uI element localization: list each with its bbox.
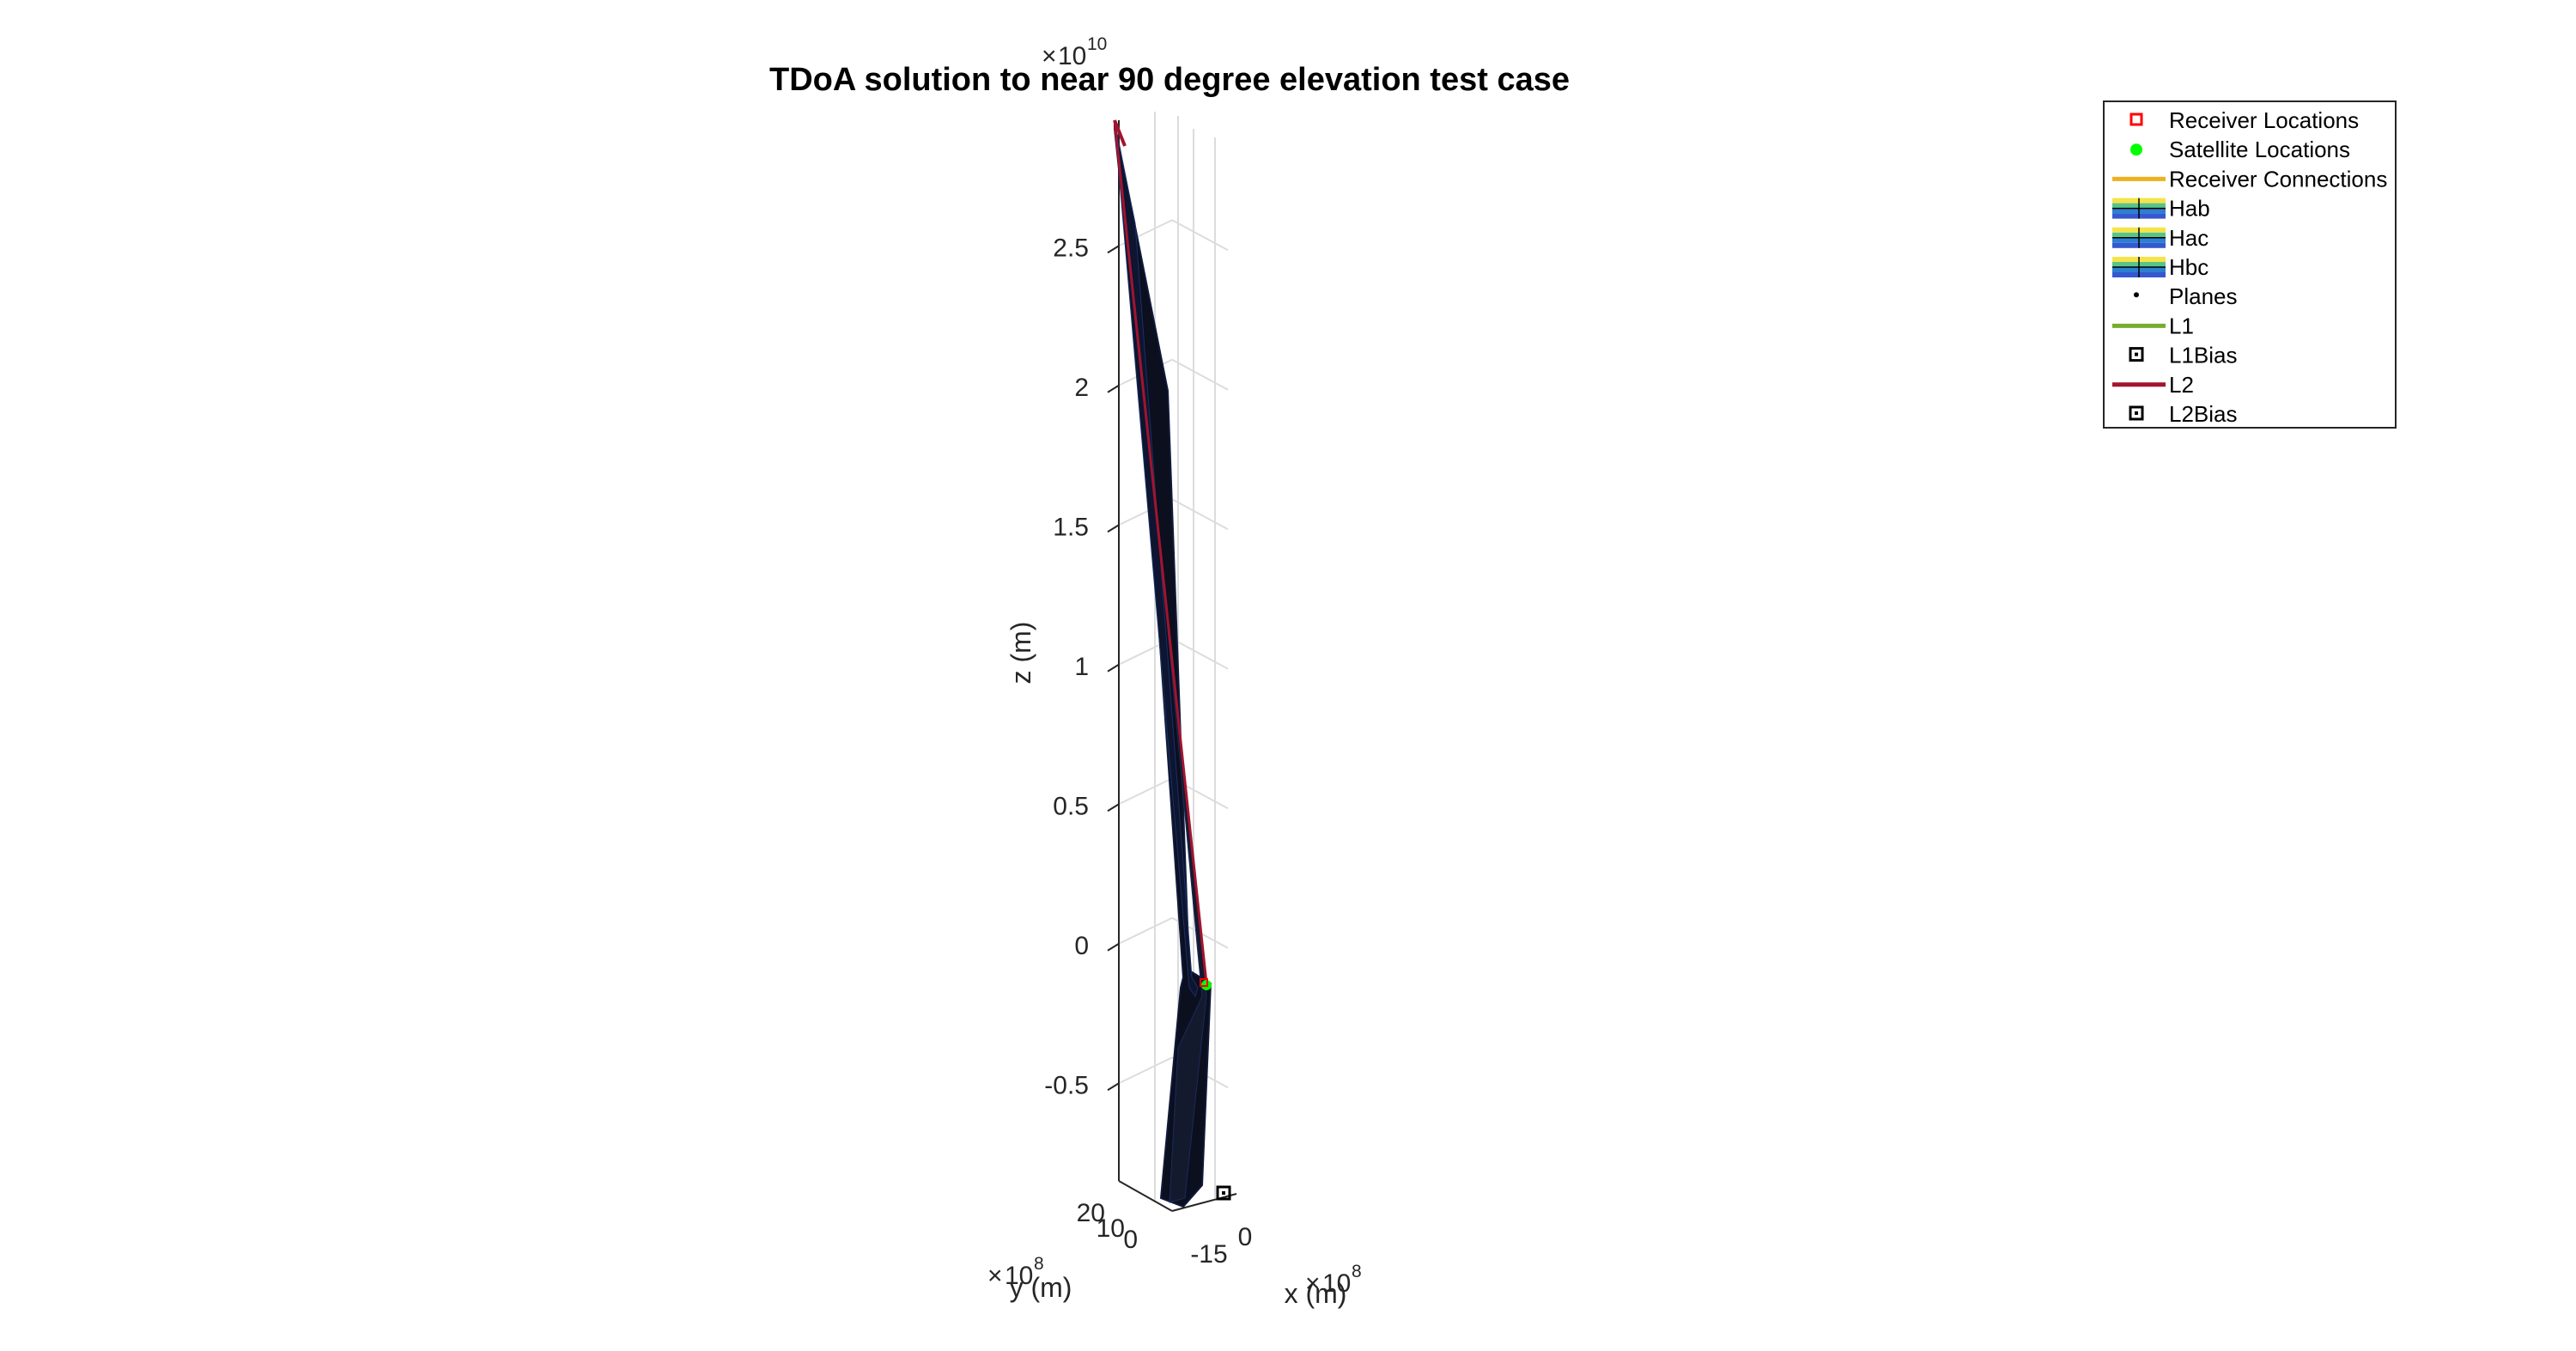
x-tick-m15: -15 — [1190, 1240, 1227, 1269]
z-tick-label: 2.5 — [1053, 234, 1089, 262]
y-axis-label: y (m) — [1010, 1272, 1072, 1303]
legend-item-receiver-locations: Receiver Locations — [2129, 107, 2359, 133]
z-tick-mark — [1107, 1082, 1120, 1092]
svg-text:10: 10 — [1087, 34, 1107, 54]
legend-item-satellite-locations: Satellite Locations — [2130, 137, 2350, 162]
z-gridline — [1118, 777, 1173, 806]
svg-text:×: × — [1042, 42, 1057, 70]
z-tick-label: 1 — [1074, 653, 1089, 681]
y-exponent: × 10 8 — [987, 1254, 1044, 1290]
series-L2-top — [1113, 119, 1127, 147]
legend-item-planes: Planes — [2134, 283, 2238, 309]
legend-label: L1Bias — [2169, 343, 2238, 368]
z-gridline — [1171, 358, 1229, 391]
y-tick-20: 20 — [1077, 1199, 1105, 1227]
svg-text:×: × — [987, 1262, 1003, 1290]
z-tick-label: 2 — [1074, 374, 1089, 402]
legend-item-hac: Hac — [2112, 225, 2208, 251]
svg-text:8: 8 — [1352, 1262, 1362, 1281]
legend-item-l1: L1 — [2112, 313, 2194, 338]
bias-markers — [1216, 1185, 1231, 1201]
z-tick-mark — [1107, 245, 1120, 254]
z-tick-mark — [1107, 524, 1120, 533]
surface-hbc — [1114, 122, 1199, 998]
z-tick-mark — [1107, 663, 1120, 672]
legend-label: Receiver Locations — [2169, 107, 2359, 133]
legend-item-receiver-connections: Receiver Connections — [2112, 166, 2387, 192]
legend-item-l2bias: L2Bias — [2129, 401, 2238, 427]
z-axis-label: z (m) — [1005, 622, 1036, 685]
z-gridline — [1118, 1056, 1173, 1085]
legend-label: L2 — [2169, 372, 2194, 398]
z-gridline — [1171, 498, 1229, 531]
z-tick-mark — [1107, 942, 1120, 952]
legend-label: Hac — [2169, 225, 2208, 251]
z-tick-label: 1.5 — [1053, 513, 1089, 541]
legend-item-l2: L2 — [2112, 372, 2194, 398]
z-exponent: × 10 10 — [1042, 34, 1107, 70]
z-tick-label: -0.5 — [1044, 1071, 1089, 1099]
legend-item-l1bias: L1Bias — [2129, 343, 2238, 368]
hyperboloid-surfaces — [1114, 122, 1212, 1208]
y-tick-0: 0 — [1123, 1226, 1138, 1254]
x-exponent: × 10 8 — [1305, 1262, 1362, 1298]
z-gridline — [1171, 637, 1229, 670]
z-gridline — [1118, 916, 1173, 945]
legend-label: Hab — [2169, 196, 2210, 222]
z-tick-mark — [1107, 384, 1120, 393]
svg-text:10: 10 — [1058, 42, 1086, 70]
x-tick-0: 0 — [1238, 1223, 1253, 1251]
legend-label: L2Bias — [2169, 401, 2238, 427]
svg-text:8: 8 — [1034, 1254, 1044, 1274]
axes-box — [1118, 120, 1237, 1212]
legend: Receiver Locations Satellite Locations Rec… — [2103, 100, 2397, 429]
legend-item-hab: Hab — [2112, 196, 2210, 222]
chart-title: TDoA solution to near 90 degree elevatio… — [769, 62, 1570, 98]
svg-text:10: 10 — [1322, 1269, 1351, 1298]
z-tick-label: 0 — [1074, 932, 1089, 960]
legend-label: L1 — [2169, 313, 2194, 338]
z-gridline — [1171, 219, 1229, 252]
legend-label: Receiver Connections — [2169, 166, 2387, 192]
legend-label: Hbc — [2169, 254, 2208, 280]
series-L2 — [1113, 119, 1208, 984]
z-tick-label: 0.5 — [1053, 792, 1089, 820]
svg-text:×: × — [1305, 1269, 1321, 1298]
legend-item-hbc: Hbc — [2112, 254, 2208, 280]
legend-label: Satellite Locations — [2169, 137, 2350, 162]
legend-label: Planes — [2169, 283, 2238, 309]
x-axis-label: x (m) — [1285, 1278, 1347, 1309]
svg-text:10: 10 — [1005, 1262, 1033, 1290]
z-tick-mark — [1107, 803, 1120, 812]
y-tick-10: 10 — [1097, 1214, 1125, 1243]
receiver-marker — [1200, 978, 1208, 987]
